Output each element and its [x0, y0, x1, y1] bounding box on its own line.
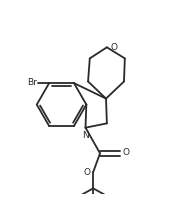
- Text: O: O: [111, 43, 118, 52]
- Text: O: O: [122, 148, 129, 157]
- Text: Br: Br: [27, 78, 37, 87]
- Text: O: O: [84, 168, 91, 177]
- Text: N: N: [82, 131, 89, 140]
